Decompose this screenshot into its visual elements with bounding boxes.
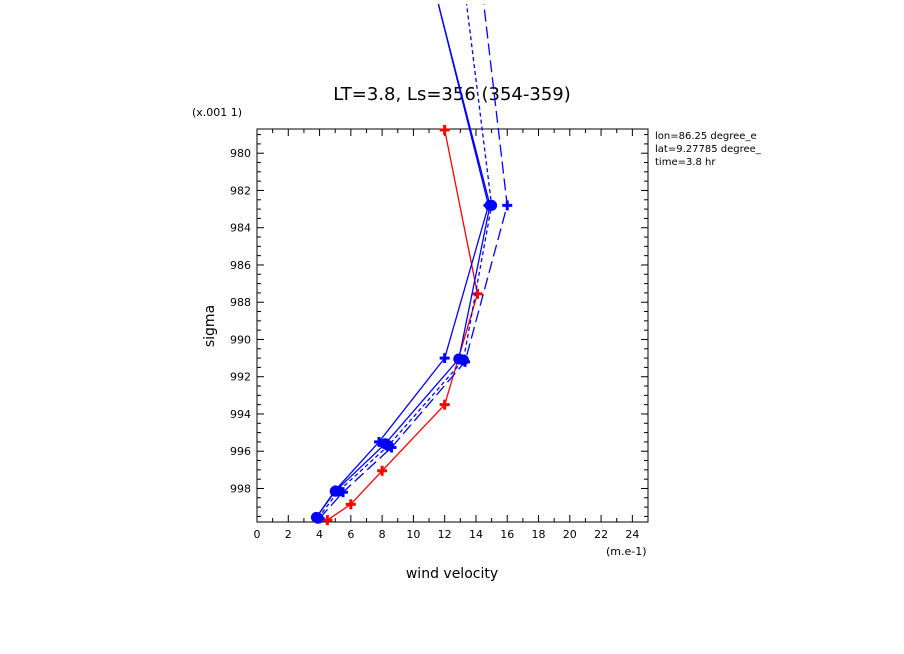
x-tick-label: 8 — [379, 528, 386, 541]
info-time: time=3.8 hr — [655, 157, 716, 168]
info-lon: lon=86.25 degree_e — [655, 131, 757, 142]
data-point — [439, 353, 450, 364]
data-point — [330, 485, 341, 496]
series-line-1 — [315, 4, 491, 518]
x-tick-label: 22 — [594, 528, 608, 541]
y-tick-label: 994 — [230, 408, 251, 421]
data-point — [460, 356, 471, 367]
y-tick-label: 980 — [230, 147, 251, 160]
x-tick-label: 2 — [285, 528, 292, 541]
data-point — [439, 124, 450, 135]
x-tick-label: 18 — [532, 528, 546, 541]
y-tick-label: 982 — [230, 184, 251, 197]
x-tick-label: 14 — [469, 528, 483, 541]
x-tick-label: 12 — [438, 528, 452, 541]
data-point — [345, 499, 356, 510]
series-group — [310, 4, 513, 526]
series-line-4 — [315, 4, 490, 518]
data-point — [502, 200, 513, 211]
y-tick-label: 992 — [230, 371, 251, 384]
x-tick-label: 0 — [254, 528, 261, 541]
data-point — [373, 436, 384, 447]
plot-frame — [256, 128, 649, 523]
axis-ticks: 0 2 4 6 8 10 12 14 16 18 20 22 249809829849869889909… — [230, 129, 649, 541]
x-axis-label: wind velocity — [406, 566, 498, 582]
x-unit-label: (m.e-1) — [606, 545, 647, 558]
y-tick-label: 998 — [230, 482, 251, 495]
data-point — [472, 288, 483, 299]
x-tick-label: 16 — [500, 528, 514, 541]
x-tick-label: 20 — [563, 528, 577, 541]
series-line-0 — [327, 129, 479, 521]
x-tick-label: 6 — [347, 528, 354, 541]
x-tick-label: 4 — [316, 528, 323, 541]
data-point — [386, 442, 397, 453]
y-tick-label: 986 — [230, 259, 251, 272]
data-point — [483, 200, 494, 211]
y-tick-label: 990 — [230, 333, 251, 346]
y-tick-label: 988 — [230, 296, 251, 309]
y-unit-label: (x.001 1) — [192, 106, 242, 119]
data-point — [311, 512, 322, 523]
data-point — [338, 487, 349, 498]
data-point — [377, 465, 388, 476]
chart-title: LT=3.8, Ls=356 (354-359) — [333, 84, 571, 105]
series-line-2 — [317, 4, 493, 519]
series-line-3 — [319, 4, 508, 519]
y-tick-label: 996 — [230, 445, 251, 458]
y-tick-label: 984 — [230, 222, 251, 235]
y-axis-label: sigma — [202, 305, 218, 347]
data-point — [439, 399, 450, 410]
data-point — [322, 515, 333, 526]
x-tick-label: 24 — [625, 528, 639, 541]
info-lat: lat=9.27785 degree_ — [655, 144, 762, 155]
x-tick-label: 10 — [406, 528, 420, 541]
